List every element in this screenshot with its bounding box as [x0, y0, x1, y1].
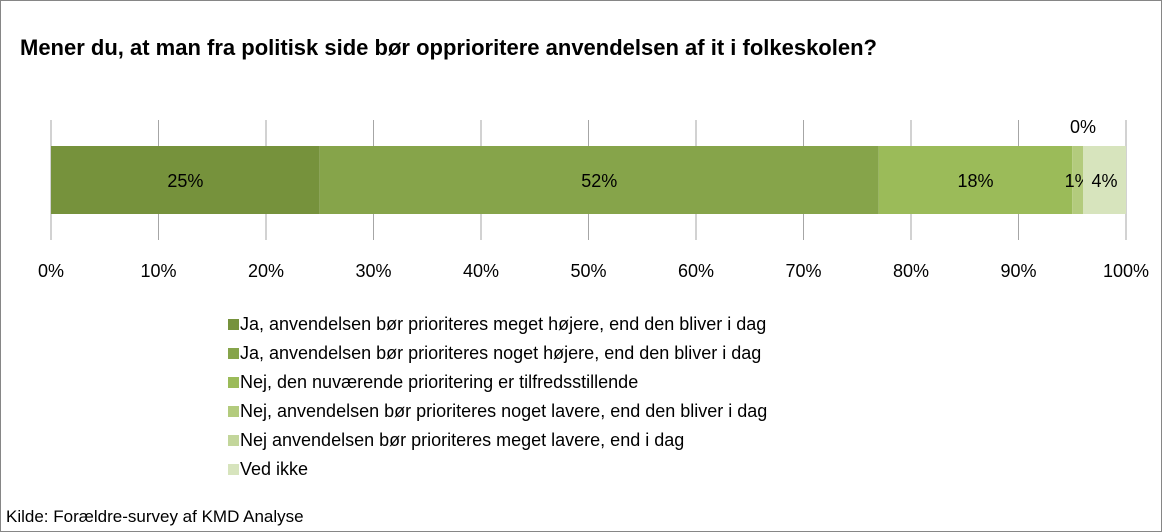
- legend-swatch: [228, 406, 239, 417]
- source-note: Kilde: Forældre-survey af KMD Analyse: [6, 507, 304, 526]
- bar-segment: [1072, 146, 1083, 214]
- data-label: 0%: [1070, 117, 1096, 137]
- legend-swatch: [228, 377, 239, 388]
- x-tick-label: 10%: [140, 261, 176, 281]
- chart-title: Mener du, at man fra politisk side bør o…: [20, 35, 877, 60]
- legend-label: Ja, anvendelsen bør prioriteres noget hø…: [240, 343, 761, 363]
- legend-label: Ja, anvendelsen bør prioriteres meget hø…: [240, 314, 766, 334]
- legend-label: Nej anvendelsen bør prioriteres meget la…: [240, 430, 684, 450]
- x-tick-label: 0%: [38, 261, 64, 281]
- bar-segment: [878, 146, 1073, 214]
- x-tick-label: 70%: [785, 261, 821, 281]
- legend-swatch: [228, 435, 239, 446]
- x-tick-label: 100%: [1103, 261, 1149, 281]
- x-tick-label: 80%: [893, 261, 929, 281]
- legend-label: Ved ikke: [240, 459, 308, 479]
- x-tick-label: 60%: [678, 261, 714, 281]
- x-tick-label: 90%: [1000, 261, 1036, 281]
- data-label: 25%: [167, 171, 203, 191]
- data-label: 18%: [957, 171, 993, 191]
- legend-swatch: [228, 348, 239, 359]
- bar-segment: [1083, 146, 1126, 214]
- chart: 0% 10% 20% 30% 40% 50% 60% 70% 80% 90% 100% 25% 52% 1…: [38, 117, 1149, 479]
- legend-swatch: [228, 464, 239, 475]
- data-label: 52%: [581, 171, 617, 191]
- x-tick-label: 30%: [355, 261, 391, 281]
- legend-label: Nej, anvendelsen bør prioriteres noget l…: [240, 401, 767, 421]
- x-tick-label: 40%: [463, 261, 499, 281]
- bar-segment: [319, 146, 879, 214]
- x-tick-label: 20%: [248, 261, 284, 281]
- bar-segment: [51, 146, 320, 214]
- legend-swatch: [228, 319, 239, 330]
- data-label: 4%: [1091, 171, 1117, 191]
- legend-label: Nej, den nuværende prioritering er tilfr…: [240, 372, 638, 392]
- x-tick-label: 50%: [570, 261, 606, 281]
